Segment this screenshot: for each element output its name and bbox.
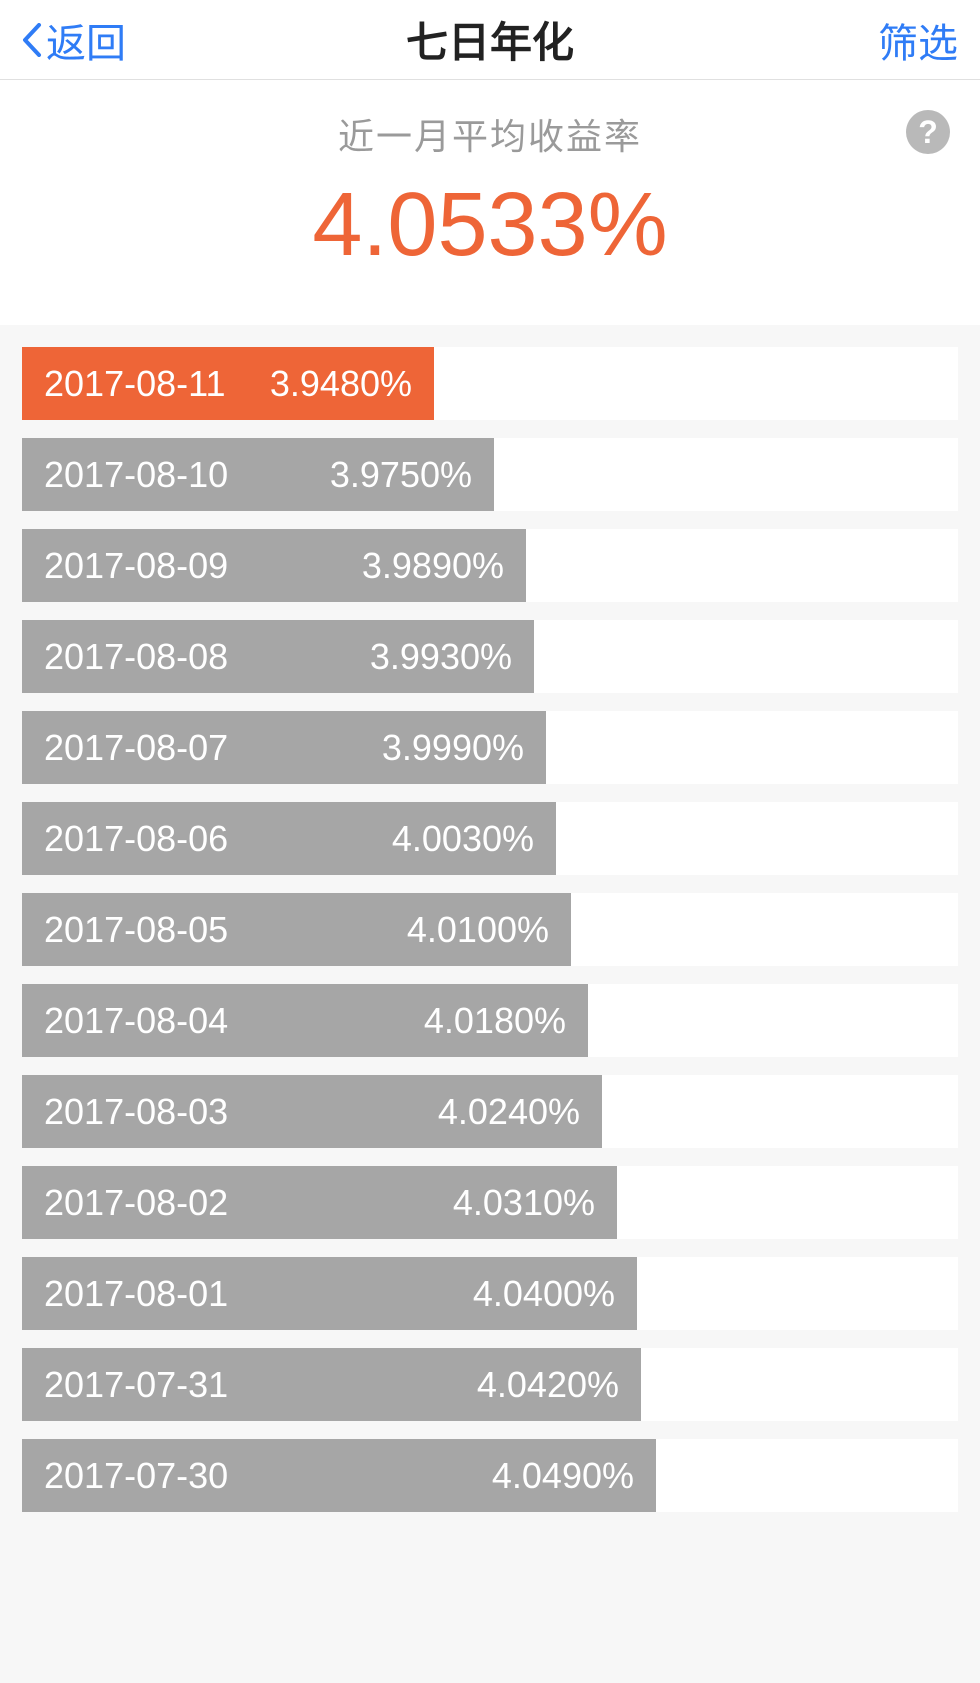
yield-bar-value: 3.9480%	[270, 363, 412, 405]
yield-bar-date: 2017-08-08	[44, 636, 228, 678]
yield-bar-value: 4.0310%	[453, 1182, 595, 1224]
filter-button[interactable]: 筛选	[878, 11, 958, 69]
yield-bar-value: 3.9930%	[370, 636, 512, 678]
page-title: 七日年化	[406, 9, 574, 70]
yield-bar-row[interactable]: 2017-08-06 4.0030%	[22, 802, 958, 875]
summary-value: 4.0533%	[0, 174, 980, 277]
yield-bar-value: 4.0100%	[407, 909, 549, 951]
yield-bar-value: 4.0240%	[438, 1091, 580, 1133]
yield-bar-row[interactable]: 2017-07-30 4.0490%	[22, 1439, 958, 1512]
yield-bar-fill: 2017-08-11 3.9480%	[22, 347, 434, 420]
yield-bar-date: 2017-08-07	[44, 727, 228, 769]
yield-bar-fill: 2017-08-05 4.0100%	[22, 893, 571, 966]
yield-bar-value: 3.9990%	[382, 727, 524, 769]
yield-bar-value: 4.0420%	[477, 1364, 619, 1406]
yield-bar-value: 4.0030%	[392, 818, 534, 860]
yield-bar-date: 2017-07-30	[44, 1455, 228, 1497]
back-label: 返回	[46, 11, 126, 69]
summary-label: 近一月平均收益率	[0, 108, 980, 160]
yield-bar-fill: 2017-08-03 4.0240%	[22, 1075, 602, 1148]
yield-bar-value: 4.0180%	[424, 1000, 566, 1042]
yield-bar-row[interactable]: 2017-08-10 3.9750%	[22, 438, 958, 511]
yield-bar-date: 2017-08-02	[44, 1182, 228, 1224]
yield-bar-date: 2017-08-11	[44, 363, 225, 405]
yield-bar-fill: 2017-08-09 3.9890%	[22, 529, 526, 602]
yield-bar-date: 2017-08-01	[44, 1273, 228, 1315]
yield-bar-date: 2017-08-05	[44, 909, 228, 951]
yield-bar-row[interactable]: 2017-08-03 4.0240%	[22, 1075, 958, 1148]
yield-bar-row[interactable]: 2017-08-07 3.9990%	[22, 711, 958, 784]
yield-bar-date: 2017-08-10	[44, 454, 228, 496]
yield-bar-row[interactable]: 2017-07-31 4.0420%	[22, 1348, 958, 1421]
yield-bar-fill: 2017-08-06 4.0030%	[22, 802, 556, 875]
yield-bar-row[interactable]: 2017-08-04 4.0180%	[22, 984, 958, 1057]
back-button[interactable]: 返回	[22, 11, 126, 69]
yield-bar-date: 2017-07-31	[44, 1364, 228, 1406]
yield-bar-value: 4.0400%	[473, 1273, 615, 1315]
yield-bar-fill: 2017-07-31 4.0420%	[22, 1348, 641, 1421]
yield-bar-value: 4.0490%	[492, 1455, 634, 1497]
yield-bar-list: 2017-08-113.9480%2017-08-103.9750%2017-0…	[0, 325, 980, 1552]
yield-bar-date: 2017-08-09	[44, 545, 228, 587]
yield-bar-row[interactable]: 2017-08-05 4.0100%	[22, 893, 958, 966]
yield-bar-value: 3.9890%	[362, 545, 504, 587]
yield-bar-date: 2017-08-04	[44, 1000, 228, 1042]
yield-bar-date: 2017-08-03	[44, 1091, 228, 1133]
yield-bar-fill: 2017-08-01 4.0400%	[22, 1257, 637, 1330]
yield-bar-row[interactable]: 2017-08-01 4.0400%	[22, 1257, 958, 1330]
yield-bar-row[interactable]: 2017-08-09 3.9890%	[22, 529, 958, 602]
yield-bar-date: 2017-08-06	[44, 818, 228, 860]
yield-bar-row[interactable]: 2017-08-08 3.9930%	[22, 620, 958, 693]
chevron-left-icon	[22, 23, 42, 57]
yield-bar-row[interactable]: 2017-08-02 4.0310%	[22, 1166, 958, 1239]
yield-bar-fill: 2017-08-10 3.9750%	[22, 438, 494, 511]
yield-bar-value: 3.9750%	[330, 454, 472, 496]
yield-bar-fill: 2017-08-02 4.0310%	[22, 1166, 617, 1239]
help-icon[interactable]: ?	[906, 110, 950, 154]
yield-bar-fill: 2017-07-30 4.0490%	[22, 1439, 656, 1512]
yield-bar-fill: 2017-08-04 4.0180%	[22, 984, 588, 1057]
yield-bar-fill: 2017-08-07 3.9990%	[22, 711, 546, 784]
yield-bar-row[interactable]: 2017-08-11 3.9480%	[22, 347, 958, 420]
yield-bar-fill: 2017-08-08 3.9930%	[22, 620, 534, 693]
summary-panel: 近一月平均收益率 4.0533% ?	[0, 80, 980, 325]
